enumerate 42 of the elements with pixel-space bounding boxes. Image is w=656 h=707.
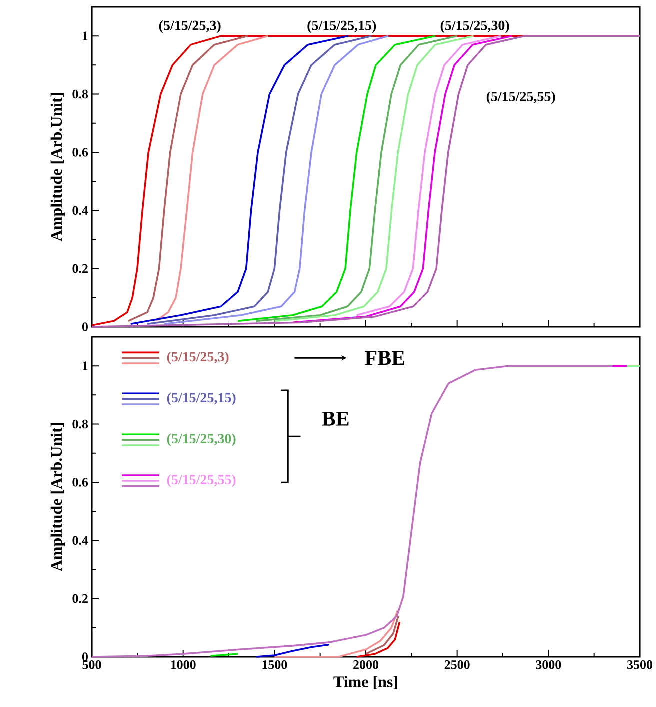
x-tick-label: 3500 (627, 660, 652, 670)
line-series (128, 35, 249, 322)
y-tick-label: 0 (82, 322, 88, 332)
annotation: (5/15/25,15) (308, 20, 376, 34)
y-tick-label: 0.4 (72, 536, 88, 546)
annotation: FBE (365, 351, 405, 366)
annotation: (5/15/25,3) (159, 20, 221, 34)
x-tick-label: 2000 (354, 660, 378, 670)
line-series (130, 35, 350, 325)
line-series (356, 621, 401, 658)
y-tick-label: 0 (82, 652, 88, 662)
y-axis-title: Amplitude [Arb.Unit] (50, 94, 66, 242)
line-series (365, 615, 400, 655)
legend-label: (5/15/25,30) (167, 434, 236, 446)
x-tick-label: 500 (82, 660, 102, 670)
legend-label: (5/15/25,55) (167, 474, 236, 488)
annotation: (5/15/25,30) (440, 20, 510, 34)
legend-label: (5/15/25,15) (167, 392, 236, 406)
y-tick-label: 1 (83, 362, 88, 370)
x-tick-label: 3000 (536, 660, 562, 670)
y-tick-label: 0.8 (72, 420, 88, 429)
y-tick-label: 0.2 (72, 264, 88, 274)
y-tick-label: 0.6 (72, 148, 88, 157)
x-tick-label: 1000 (171, 660, 196, 670)
annotation: (5/15/25,55) (486, 92, 556, 104)
y-axis-title: Amplitude [Arb.Unit] (50, 424, 66, 572)
legend-label: (5/15/25,3) (167, 352, 229, 364)
y-tick-label: 0.6 (72, 478, 88, 487)
x-axis-title: Time [ns] (334, 676, 398, 690)
line-series (155, 35, 269, 322)
annotation: BE (322, 412, 349, 426)
line-series (237, 35, 436, 322)
y-tick-label: 0.4 (72, 206, 88, 216)
y-tick-label: 0.8 (72, 90, 88, 99)
x-tick-label: 1500 (262, 660, 288, 670)
line-series (255, 644, 330, 658)
line-series (274, 35, 475, 322)
y-tick-label: 0.2 (72, 594, 88, 604)
line-series (274, 610, 399, 658)
y-tick-label: 1 (83, 32, 88, 40)
line-series (255, 35, 458, 322)
x-tick-label: 2500 (444, 660, 470, 670)
